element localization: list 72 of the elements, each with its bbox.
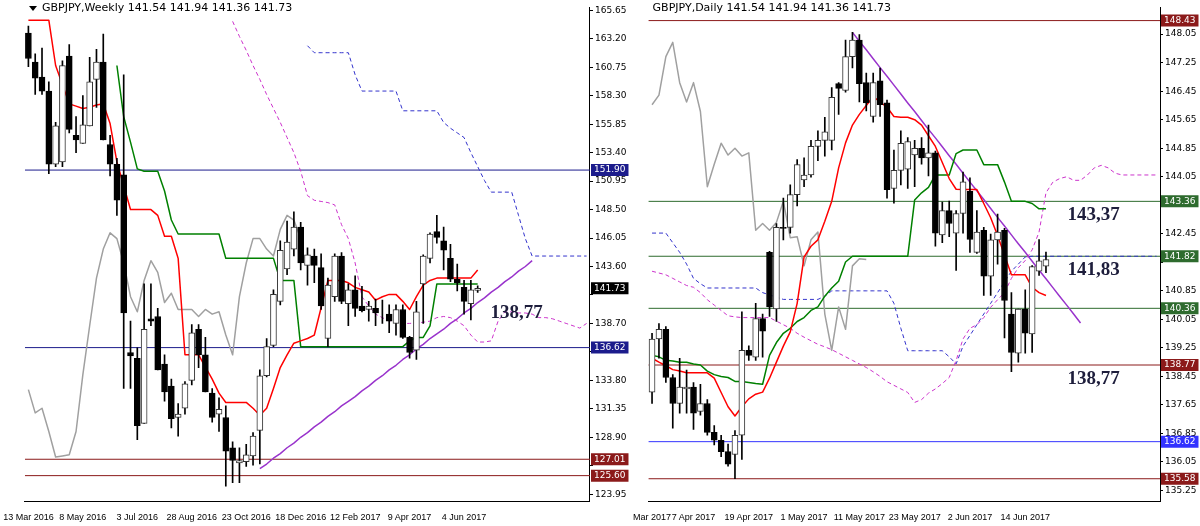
y-tick-label: 123.95 [595, 489, 627, 500]
ref-line-label: 148.43 [1164, 14, 1196, 25]
annotation: 143,37 [1067, 203, 1121, 225]
y-tick-label: 146.45 [1165, 85, 1197, 96]
y-tick-label: 136.05 [1165, 456, 1197, 467]
x-tick-label: 1 May 2017 [780, 512, 828, 523]
y-tick-label: 148.50 [595, 203, 627, 214]
y-tick-label: 140.85 [1165, 285, 1197, 296]
y-tick-label: 138.70 [595, 317, 627, 328]
line-series [232, 20, 588, 343]
ref-line-label: 125.60 [594, 469, 626, 480]
y-tick-label: 148.05 [1165, 28, 1197, 39]
y-tick-label: 140.05 [1165, 313, 1197, 324]
annotation: 141.73 [594, 282, 626, 293]
y-tick-label: 165.65 [595, 4, 627, 15]
annotation: 138,77 [1067, 367, 1121, 389]
x-tick-label: 11 May 2017 [833, 512, 886, 523]
x-tick-label: 12 Feb 2017 [329, 512, 381, 523]
ref-line-label: 151.90 [594, 164, 626, 175]
line-series [651, 164, 1158, 403]
y-tick-label: 144.05 [1165, 171, 1197, 182]
candlestick [453, 263, 461, 292]
ref-line-label: 141.82 [1164, 250, 1196, 261]
candlestick [814, 130, 822, 162]
x-tick-label: 23 Oct 2016 [221, 512, 271, 523]
x-tick-label: 8 May 2016 [59, 512, 107, 523]
annotation: 141,83 [1067, 258, 1120, 280]
candlestick [433, 215, 441, 244]
y-tick-label: 137.65 [1165, 399, 1197, 410]
y-tick-label: 135.25 [1165, 484, 1197, 495]
y-tick-label: 128.90 [595, 431, 627, 442]
ref-line-label: 143.36 [1164, 195, 1196, 206]
y-tick-label: 147.25 [1165, 57, 1197, 68]
line-series [307, 45, 588, 257]
ref-line-label: 140.36 [1164, 302, 1196, 313]
x-tick-label: 18 Dec 2016 [275, 512, 327, 523]
x-tick-label: 4 Jun 2017 [441, 512, 487, 523]
ref-line-label: 138.77 [1164, 359, 1196, 370]
y-tick-label: 138.45 [1165, 370, 1197, 381]
y-tick-label: 145.65 [1165, 114, 1197, 125]
ref-line-label: 136.62 [1164, 436, 1196, 446]
y-tick-label: 136.85 [1165, 427, 1197, 438]
chart-title: GBPJPY,Weekly 141.54 141.94 141.36 141.73 [41, 1, 293, 14]
x-tick-label: 19 Apr 2017 [724, 512, 774, 523]
y-tick-label: 163.20 [595, 33, 627, 44]
y-tick-label: 155.85 [595, 118, 627, 129]
y-tick-label: 139.25 [1165, 342, 1197, 353]
x-tick-label: 3 Jul 2016 [116, 512, 159, 523]
x-tick-label: 23 May 2017 [888, 512, 941, 523]
y-tick-label: 143.60 [595, 260, 627, 271]
line-series [651, 232, 1158, 365]
y-tick-label: 150.95 [595, 175, 627, 186]
y-tick-label: 133.80 [595, 374, 627, 385]
y-tick-label: 144.85 [1165, 142, 1197, 153]
y-tick-label: 131.35 [595, 403, 627, 414]
x-tick-label: 13 Mar 2016 [3, 512, 54, 523]
chart-title: GBPJPY,Daily 141.54 141.94 141.36 141.73 [652, 1, 891, 14]
x-tick-label: Mar 2017 [633, 512, 672, 523]
y-tick-label: 158.30 [595, 90, 627, 101]
x-tick-label: 2 Jun 2017 [947, 512, 993, 523]
ref-line-label: 136.62 [594, 341, 626, 352]
x-tick-label: 7 Apr 2017 [671, 512, 716, 523]
y-tick-label: 142.45 [1165, 228, 1197, 239]
x-tick-label: 28 Aug 2016 [166, 512, 218, 523]
x-tick-label: 9 Apr 2017 [387, 512, 432, 523]
ref-line-label: 135.58 [1164, 473, 1196, 484]
ref-line-label: 127.01 [594, 453, 626, 464]
y-tick-label: 153.40 [595, 146, 627, 157]
x-tick-label: 14 Jun 2017 [1000, 512, 1051, 523]
y-tick-label: 160.75 [595, 61, 627, 72]
y-tick-label: 146.05 [595, 232, 627, 243]
annotation: 138,77 [490, 301, 544, 323]
